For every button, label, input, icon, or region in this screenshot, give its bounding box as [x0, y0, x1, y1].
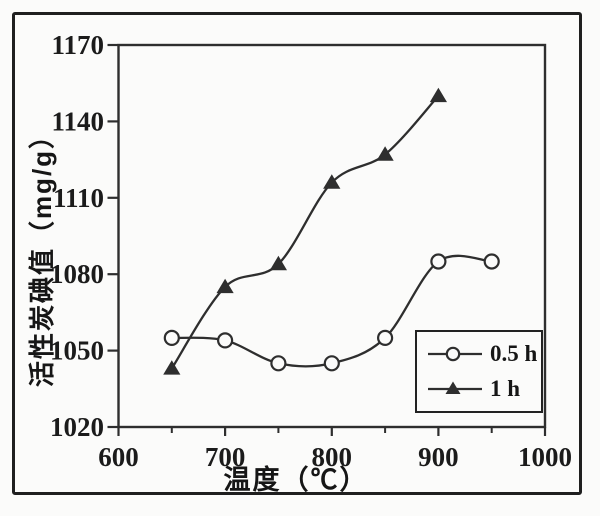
legend-item-half-hour: 0.5 h [427, 338, 541, 370]
legend: 0.5 h 1 h [415, 330, 543, 413]
triangle-marker-icon [428, 381, 482, 395]
figure-border [12, 12, 582, 495]
svg-text:1080: 1080 [50, 259, 104, 289]
svg-text:1050: 1050 [50, 336, 104, 366]
legend-label-half-hour: 0.5 h [490, 340, 538, 366]
svg-text:600: 600 [98, 442, 139, 472]
svg-text:1170: 1170 [51, 30, 104, 60]
circle-marker-icon [428, 346, 482, 361]
svg-text:800: 800 [312, 442, 353, 472]
svg-text:1140: 1140 [51, 106, 104, 136]
x-axis-title: 温度（℃） [223, 465, 369, 495]
svg-text:1000: 1000 [518, 442, 572, 472]
y-axis-title: 活性炭碘值（mg/g） [27, 120, 57, 388]
svg-text:1110: 1110 [53, 183, 104, 213]
svg-text:1020: 1020 [50, 412, 104, 442]
svg-text:700: 700 [205, 442, 246, 472]
svg-text:900: 900 [418, 442, 459, 472]
legend-label-one-hour: 1 h [490, 376, 521, 402]
legend-item-one-hour: 1 h [427, 373, 541, 405]
